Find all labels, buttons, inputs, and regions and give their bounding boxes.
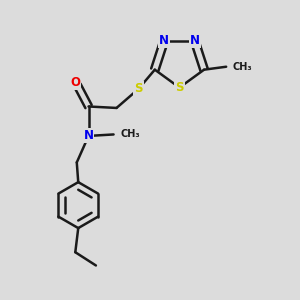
Text: S: S — [134, 82, 143, 95]
Text: CH₃: CH₃ — [232, 62, 252, 72]
Text: O: O — [70, 76, 80, 89]
Text: N: N — [190, 34, 200, 47]
Text: N: N — [159, 34, 169, 47]
Text: S: S — [175, 81, 184, 94]
Text: CH₃: CH₃ — [120, 130, 140, 140]
Text: N: N — [84, 129, 94, 142]
